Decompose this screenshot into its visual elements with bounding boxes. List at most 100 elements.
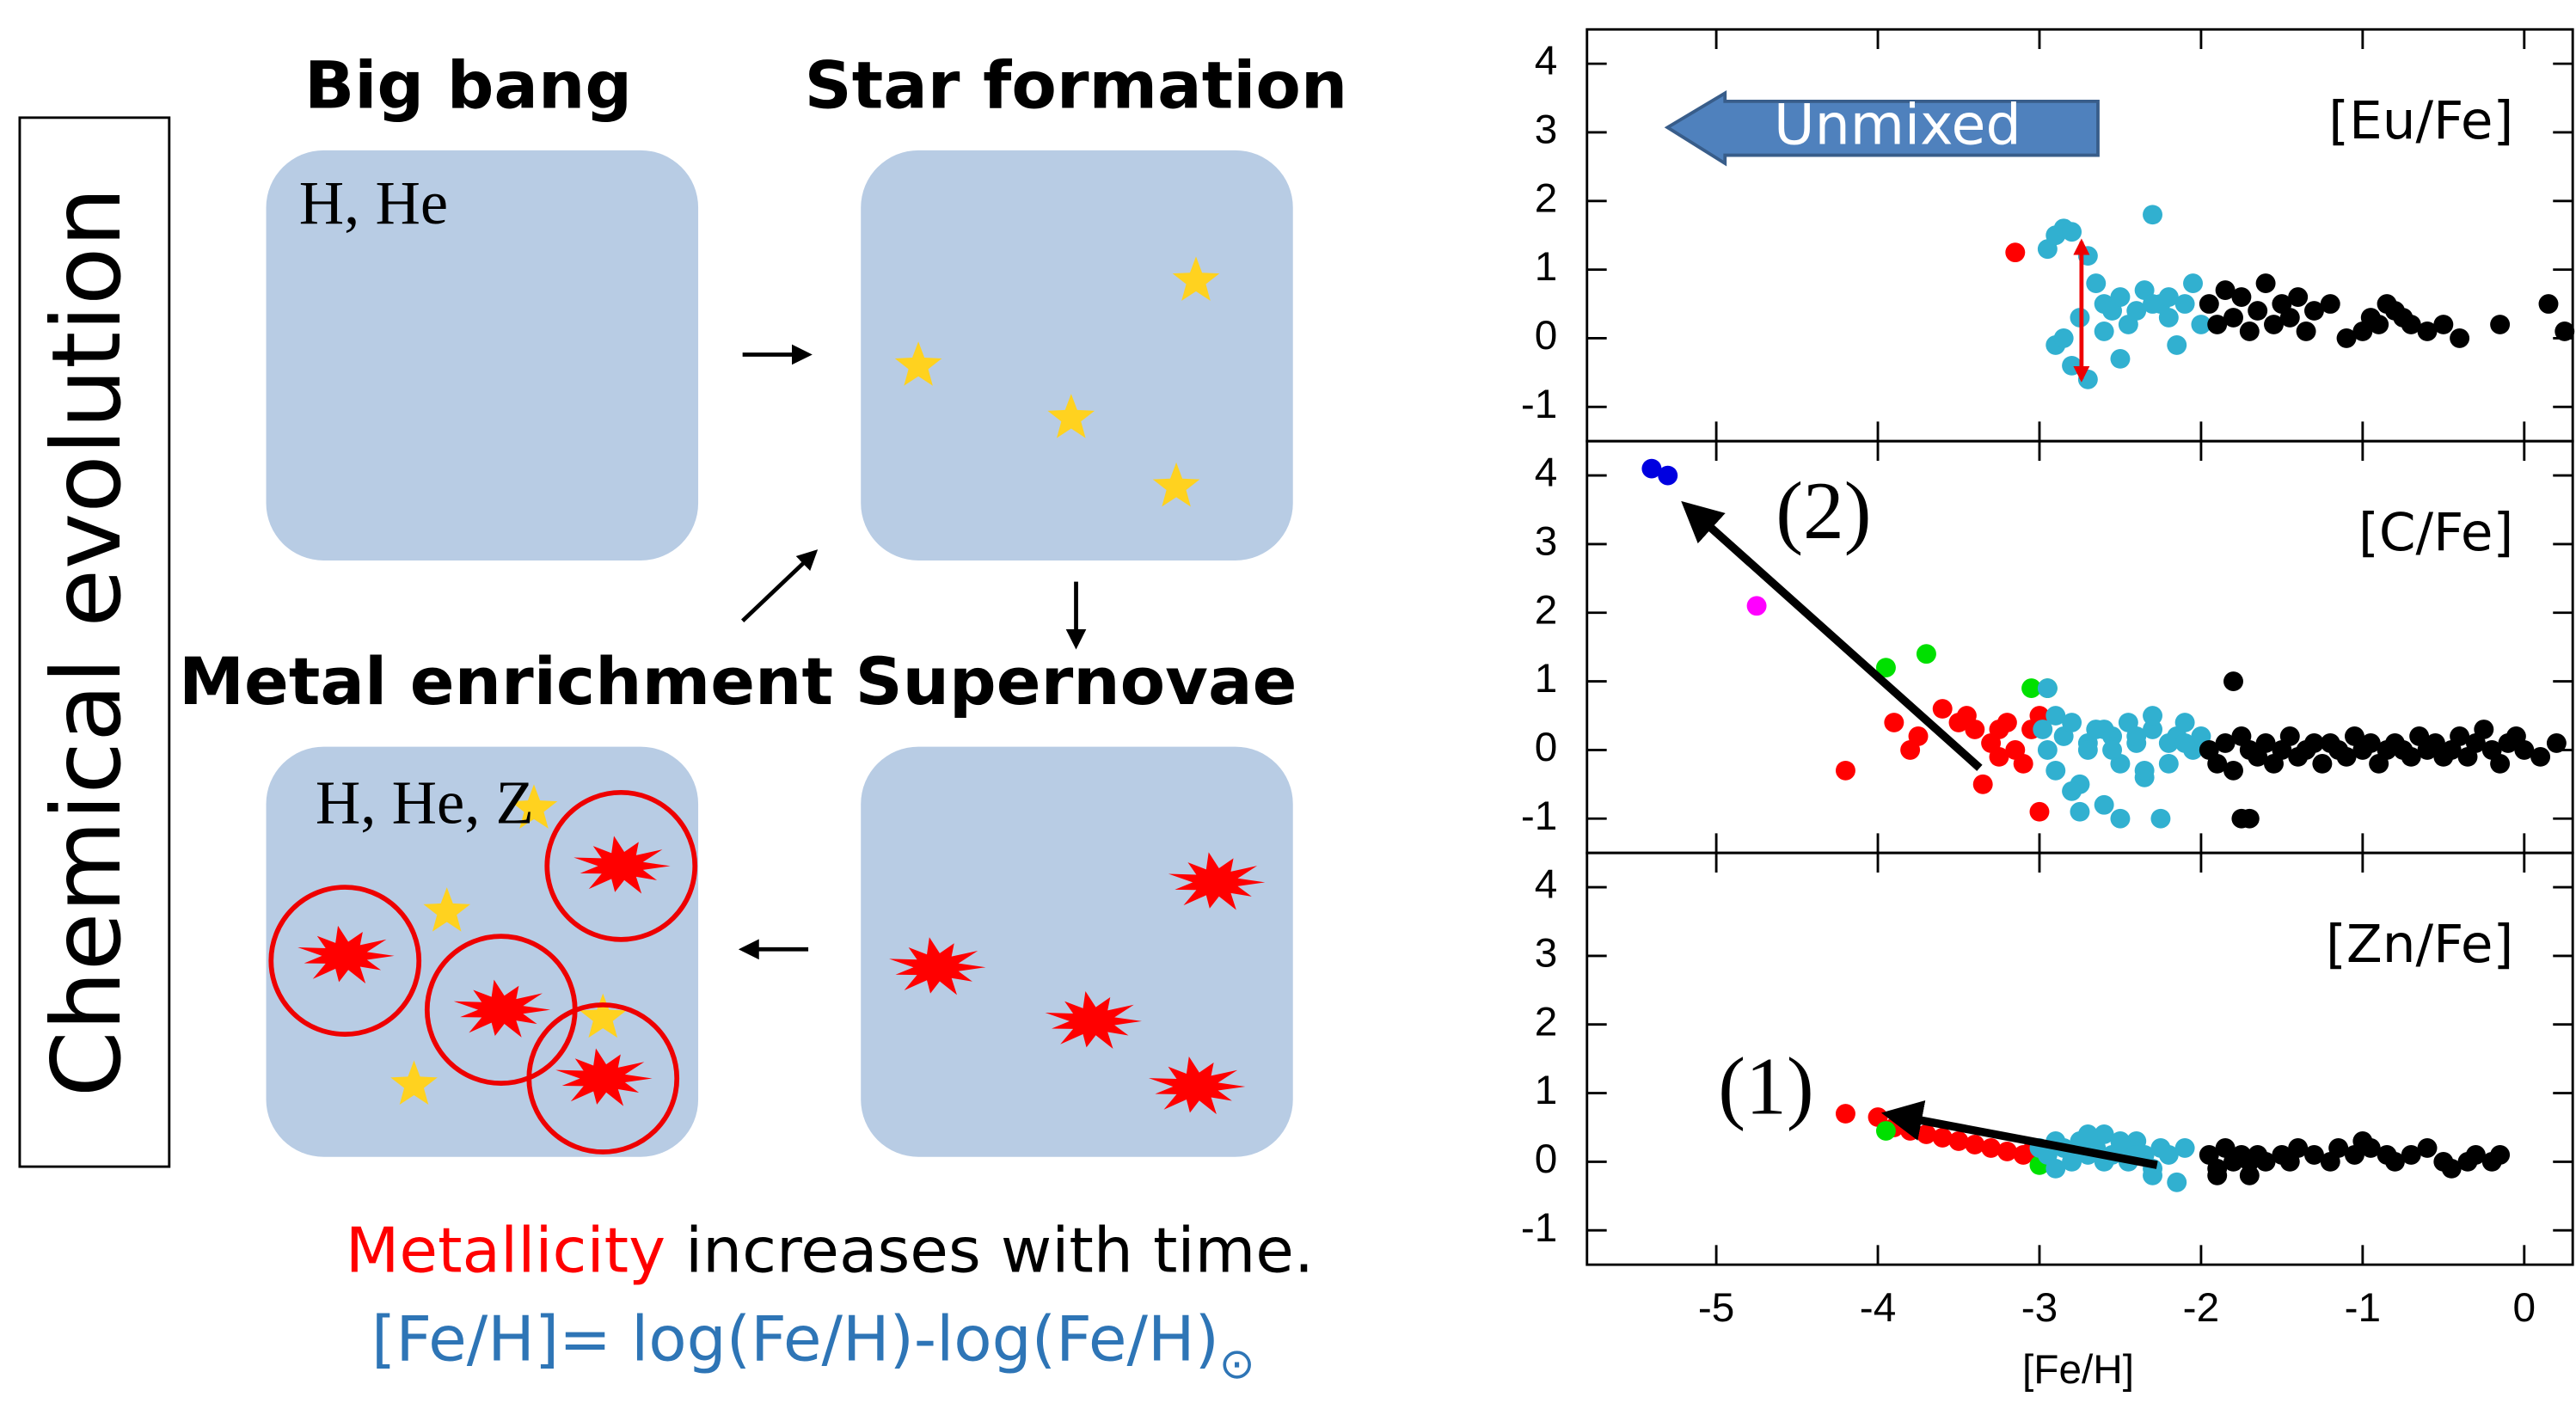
y-tick-label: 1 xyxy=(1535,244,1558,290)
point xyxy=(2539,294,2559,314)
point xyxy=(2312,754,2332,774)
x-tick-label: -1 xyxy=(2345,1285,2381,1331)
point xyxy=(1884,713,1904,732)
point xyxy=(2143,205,2162,224)
point xyxy=(1917,644,1936,664)
flow-arrow xyxy=(743,552,815,621)
point xyxy=(2030,802,2050,822)
point xyxy=(2547,733,2567,753)
point xyxy=(2418,1138,2438,1158)
point xyxy=(1965,1135,1984,1155)
point xyxy=(2288,287,2308,307)
point xyxy=(1909,726,1929,746)
point xyxy=(2150,809,2170,829)
x-tick-label: -3 xyxy=(2021,1285,2058,1331)
x-tick-label: -5 xyxy=(1698,1285,1734,1331)
point xyxy=(2280,308,2300,328)
point xyxy=(2038,740,2058,760)
box-text: H, He xyxy=(299,168,448,237)
point xyxy=(2321,294,2340,314)
point xyxy=(2167,335,2187,355)
point xyxy=(2240,809,2260,829)
caption: Metallicity increases with time. xyxy=(346,1216,1314,1288)
panel-title: [Zn/Fe] xyxy=(2326,914,2513,975)
panel-title: [C/Fe] xyxy=(2358,502,2513,563)
point xyxy=(2297,322,2316,341)
y-tick-label: 0 xyxy=(1535,313,1558,358)
point xyxy=(2231,287,2251,307)
point xyxy=(2248,301,2267,321)
point xyxy=(2110,349,2130,369)
y-tick-label: 0 xyxy=(1535,725,1558,770)
point xyxy=(2223,761,2243,781)
point xyxy=(2095,795,2114,815)
point xyxy=(2159,287,2179,307)
point xyxy=(1973,775,1993,794)
point xyxy=(2095,720,2114,739)
point xyxy=(2078,740,2098,760)
y-tick-label: 1 xyxy=(1535,1068,1558,1113)
point xyxy=(1836,1104,1855,1124)
y-tick-label: 1 xyxy=(1535,656,1558,701)
point xyxy=(2095,322,2114,341)
point xyxy=(2474,720,2493,739)
point xyxy=(2223,671,2243,691)
vertical-title: Chemical evolution xyxy=(32,187,143,1098)
box-text: H, He, Z xyxy=(316,768,534,837)
point xyxy=(1997,713,2017,732)
stage-label: Big bang xyxy=(304,47,632,124)
annotation: (1) xyxy=(1718,1040,1813,1131)
point xyxy=(2240,1152,2260,1172)
point xyxy=(2280,726,2300,746)
point xyxy=(2062,222,2082,242)
point xyxy=(1836,761,1855,781)
formula: [Fe/H]= log(Fe/H)-log(Fe/H)⊙ xyxy=(371,1304,1255,1388)
stage-box xyxy=(861,150,1293,560)
y-tick-label: 3 xyxy=(1535,931,1558,977)
y-tick-label: 4 xyxy=(1535,39,1558,84)
point xyxy=(1949,1131,1969,1151)
formula-subscript: ⊙ xyxy=(1219,1338,1255,1388)
point xyxy=(2175,1138,2195,1158)
point xyxy=(1965,720,1984,739)
caption-text: increases with time. xyxy=(685,1216,1314,1288)
caption-highlight: Metallicity xyxy=(346,1216,665,1288)
point xyxy=(2086,273,2106,293)
y-tick-label: 4 xyxy=(1535,862,1558,908)
x-tick-label: 0 xyxy=(2513,1285,2536,1331)
point xyxy=(2433,315,2453,334)
point xyxy=(2369,315,2389,334)
point xyxy=(1981,1138,2001,1158)
point xyxy=(2240,322,2260,341)
point xyxy=(2530,747,2550,767)
point xyxy=(2256,273,2276,293)
y-tick-label: 2 xyxy=(1535,587,1558,633)
point xyxy=(1876,1121,1896,1141)
point xyxy=(2110,809,2130,829)
point xyxy=(2555,322,2574,341)
stage-label: Metal enrichment xyxy=(179,643,833,720)
point xyxy=(2110,287,2130,307)
point xyxy=(2167,1173,2187,1192)
x-tick-label: -2 xyxy=(2183,1285,2219,1331)
point xyxy=(2450,328,2469,348)
point xyxy=(2005,242,2025,262)
x-axis-label: [Fe/H] xyxy=(2022,1347,2134,1393)
stage-label: Supernovae xyxy=(856,643,1297,720)
annotation: Unmixed xyxy=(1774,94,2021,158)
point xyxy=(2014,754,2033,774)
point xyxy=(2045,706,2065,726)
y-tick-label: -1 xyxy=(1521,382,1557,427)
formula-text: [Fe/H]= log(Fe/H)-log(Fe/H) xyxy=(371,1304,1219,1376)
point xyxy=(2490,1145,2510,1165)
point xyxy=(1933,699,1953,719)
point xyxy=(2490,754,2510,774)
point xyxy=(2143,1166,2162,1185)
point xyxy=(2062,356,2082,376)
point xyxy=(2126,726,2146,746)
point xyxy=(2045,1159,2065,1179)
point xyxy=(2038,678,2058,698)
page: {"diagram":{"vertical_title":"Chemical e… xyxy=(0,0,2576,1415)
point xyxy=(2110,1131,2130,1151)
y-tick-label: -1 xyxy=(1521,793,1557,839)
